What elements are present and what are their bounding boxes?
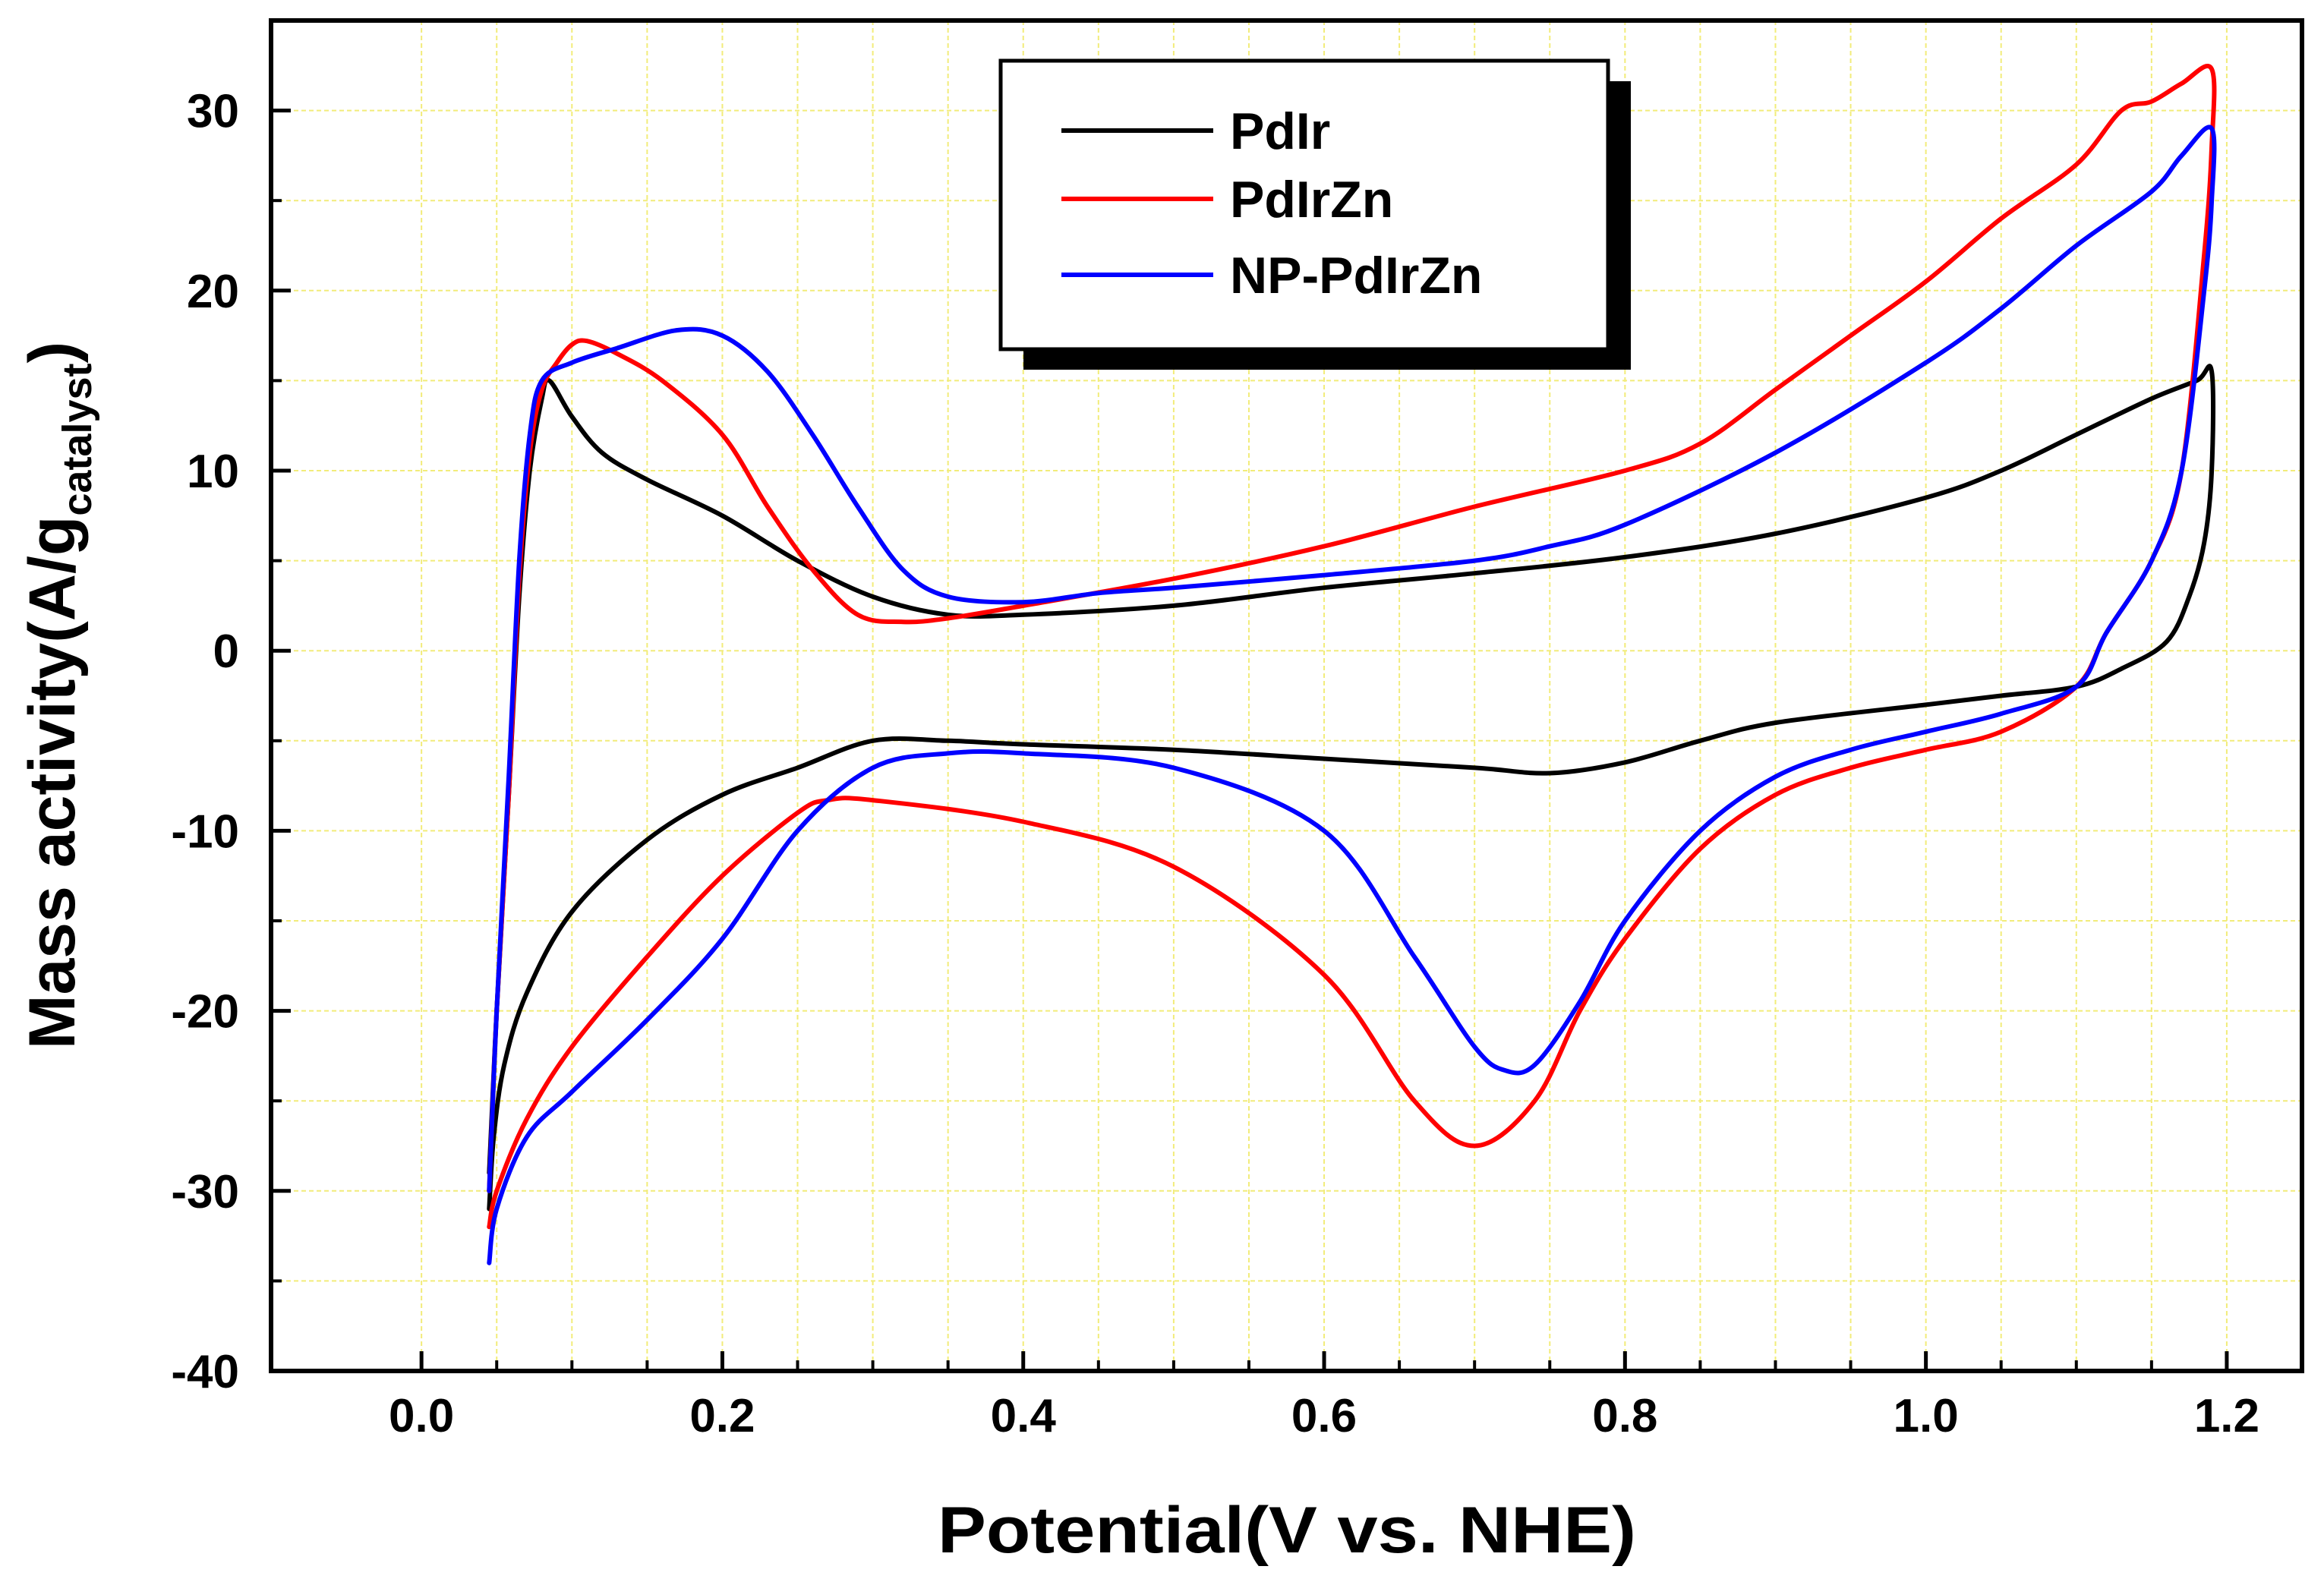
x-tick-label: 1.2 bbox=[2194, 1390, 2259, 1442]
y-tick-label: -10 bbox=[171, 805, 239, 858]
y-axis-title-close: ) bbox=[16, 342, 89, 364]
y-axis-title-subscript: catalyst bbox=[55, 363, 100, 515]
x-tick-label: 0.8 bbox=[1592, 1390, 1657, 1442]
y-tick-label: 20 bbox=[187, 266, 239, 318]
x-tick-label: 0.4 bbox=[991, 1390, 1057, 1442]
series-line-pdir bbox=[487, 364, 2216, 1212]
legend-label-pdirzn: PdIrZn bbox=[1230, 171, 1393, 228]
y-axis-title-main: Mass activity(A/g bbox=[16, 516, 89, 1050]
legend-label-pdir: PdIr bbox=[1230, 102, 1330, 160]
x-tick-label: 0.0 bbox=[389, 1390, 454, 1442]
grid-layer bbox=[271, 20, 2302, 1371]
y-axis-title: Mass activity(A/gcatalyst) bbox=[16, 342, 100, 1049]
tick-layer: 0.0 0.2 0.4 0.6 0.8 1.0 1.2 -40 -30 -20 -10 0 10 20 30 bbox=[171, 86, 2259, 1442]
y-tick-label: -30 bbox=[171, 1166, 239, 1218]
x-tick-label: 0.2 bbox=[689, 1390, 755, 1442]
series-line-pdirzn bbox=[487, 64, 2217, 1230]
x-tick-label: 1.0 bbox=[1894, 1390, 1959, 1442]
x-axis-title: Potential(V vs. NHE) bbox=[938, 1494, 1636, 1567]
series-layer bbox=[487, 64, 2217, 1265]
y-tick-label: 30 bbox=[187, 86, 239, 138]
y-tick-label: -20 bbox=[171, 986, 239, 1038]
y-tick-label: -40 bbox=[171, 1346, 239, 1398]
series-line-np-pdirzn bbox=[487, 124, 2217, 1265]
x-tick-label: 0.6 bbox=[1291, 1390, 1357, 1442]
plot-frame bbox=[269, 18, 2304, 1373]
legend: PdIr PdIrZn NP-PdIrZn bbox=[998, 58, 1631, 370]
y-tick-label: 0 bbox=[213, 626, 239, 678]
y-tick-label: 10 bbox=[187, 446, 239, 498]
legend-box bbox=[998, 58, 1610, 351]
legend-label-np-pdirzn: NP-PdIrZn bbox=[1230, 247, 1482, 304]
